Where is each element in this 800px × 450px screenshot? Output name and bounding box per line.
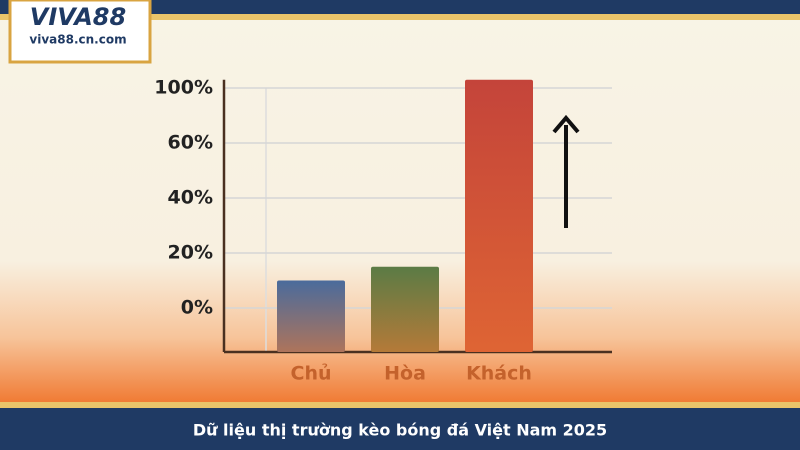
x-tick-label: Khách [466, 363, 532, 385]
plot: 0% 20% 40% 60% 100% Chủ Hòa Khách [154, 77, 612, 385]
bar-shade [277, 280, 345, 352]
top-stripe [0, 14, 800, 20]
bar-shade [371, 266, 439, 352]
y-tick-label: 20% [168, 242, 213, 264]
y-tick-label: 100% [154, 77, 213, 99]
footer-stripe [0, 402, 800, 408]
footer-caption: Dữ liệu thị trường kèo bóng đá Việt Nam … [193, 421, 607, 440]
x-tick-label: Hòa [384, 363, 426, 385]
logo-box [8, 0, 152, 64]
logo-brand: VIVA88 [30, 3, 126, 31]
x-tick-label: Chủ [291, 363, 332, 385]
footer-bar [0, 408, 800, 450]
y-tick-label: 0% [181, 297, 213, 319]
arrow-head [552, 114, 580, 134]
top-bar [0, 0, 800, 14]
logo-site: viva88.cn.com [29, 33, 126, 47]
y-tick-label: 60% [168, 132, 213, 154]
y-tick-label: 40% [168, 187, 213, 209]
bar-shade [465, 79, 533, 352]
